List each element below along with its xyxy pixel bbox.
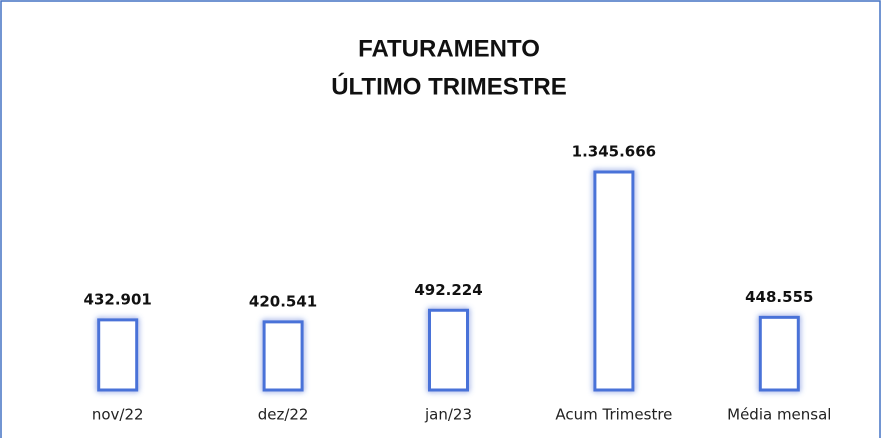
- x-tick-label: dez/22: [258, 406, 309, 424]
- x-tick-label: Média mensal: [727, 406, 831, 424]
- bar: [262, 320, 304, 392]
- bar: [758, 315, 800, 392]
- bar: [428, 308, 469, 392]
- chart-title: ÚLTIMO TRIMESTRE: [331, 72, 567, 100]
- value-label: 1.345.666: [572, 143, 656, 161]
- x-tick-label: Acum Trimestre: [555, 406, 672, 424]
- value-label: 448.555: [745, 288, 813, 306]
- bar: [97, 318, 139, 392]
- value-label: 432.901: [84, 290, 152, 308]
- value-label: 420.541: [249, 292, 317, 310]
- x-tick-label: nov/22: [92, 406, 144, 424]
- chart-title: FATURAMENTO: [358, 35, 540, 62]
- bar: [593, 170, 635, 392]
- value-label: 492.224: [414, 281, 482, 299]
- x-tick-label: jan/23: [424, 406, 472, 424]
